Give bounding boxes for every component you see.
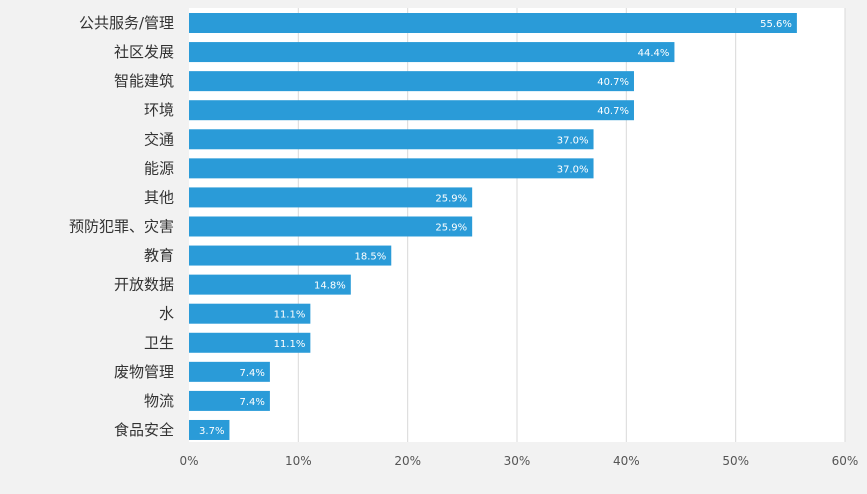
data-label: 55.6% (760, 19, 792, 30)
x-tick-label: 40% (613, 454, 640, 468)
category-label: 开放数据 (114, 276, 174, 294)
x-tick-label: 30% (504, 454, 531, 468)
bar (189, 42, 675, 63)
x-tick-label: 20% (394, 454, 421, 468)
data-label: 11.1% (274, 339, 306, 350)
bar (189, 187, 473, 208)
data-label: 37.0% (557, 164, 589, 175)
category-labels: 公共服务/管理社区发展智能建筑环境交通能源其他预防犯罪、灾害教育开放数据水卫生废… (69, 14, 174, 439)
bar (189, 129, 594, 150)
x-tick-label: 10% (285, 454, 312, 468)
bar (189, 100, 634, 121)
bar (189, 332, 311, 353)
category-label: 能源 (144, 159, 174, 177)
bar (189, 158, 594, 179)
bar (189, 390, 270, 411)
category-label: 环境 (144, 101, 174, 119)
x-tick-label: 0% (179, 454, 198, 468)
bar (189, 274, 351, 295)
data-label: 40.7% (597, 106, 629, 117)
bar (189, 419, 230, 440)
x-axis-ticks: 0% 10% 20% 30% 40% 50% 60% (179, 454, 858, 468)
data-label: 18.5% (354, 252, 386, 263)
bar (189, 13, 797, 33)
data-label: 11.1% (274, 310, 306, 321)
bar (189, 245, 392, 266)
data-label: 25.9% (435, 193, 467, 204)
data-label: 7.4% (240, 368, 265, 379)
bars (189, 13, 797, 440)
data-label: 37.0% (557, 135, 589, 146)
category-label: 预防犯罪、灾害 (69, 217, 174, 235)
category-label: 废物管理 (114, 363, 174, 381)
data-label: 40.7% (597, 77, 629, 88)
category-label: 交通 (144, 130, 174, 148)
category-label: 智能建筑 (114, 72, 174, 90)
data-label: 14.8% (314, 281, 346, 292)
category-label: 物流 (144, 392, 174, 410)
category-label: 卫生 (144, 334, 174, 352)
data-labels: 55.6% 44.4% 40.7% 40.7% 37.0% 37.0% 25.9% 25.9%… (199, 19, 792, 437)
bar (189, 216, 473, 237)
data-label: 3.7% (199, 426, 224, 437)
bar (189, 303, 311, 324)
x-tick-label: 50% (722, 454, 749, 468)
category-label: 水 (159, 305, 174, 323)
data-label: 44.4% (638, 48, 670, 59)
category-label: 公共服务/管理 (79, 14, 174, 32)
category-label: 教育 (144, 247, 174, 265)
category-label: 食品安全 (114, 421, 174, 439)
x-tick-label: 60% (832, 454, 859, 468)
bar (189, 71, 634, 92)
category-label: 社区发展 (114, 43, 174, 61)
data-label: 25.9% (435, 222, 467, 233)
bar (189, 361, 270, 382)
data-label: 7.4% (240, 397, 265, 408)
category-label: 其他 (144, 188, 174, 206)
